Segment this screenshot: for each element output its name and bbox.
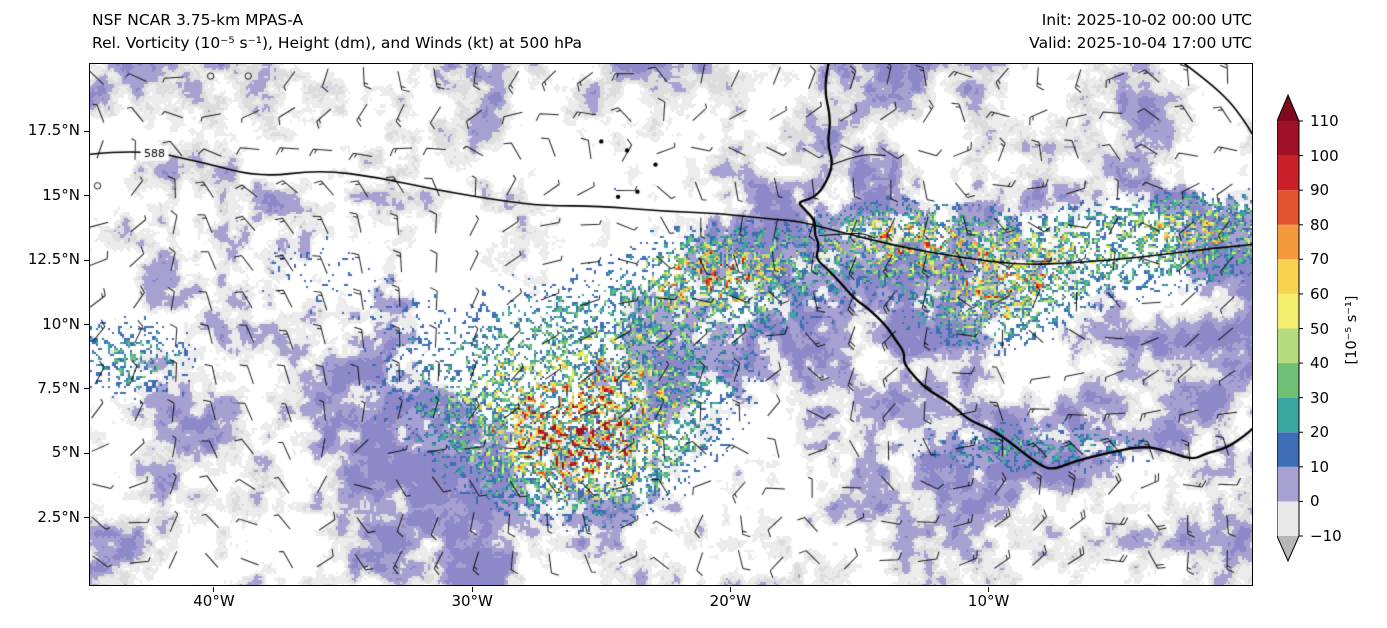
colorbar-under-arrow: [1277, 536, 1299, 561]
x-tick-label: 10°W: [967, 592, 1010, 610]
colorbar-segment: [1277, 155, 1299, 191]
colorbar-segment: [1277, 259, 1299, 294]
colorbar-tick-label: 90: [1310, 181, 1330, 200]
y-axis-tick: [84, 195, 89, 197]
colorbar-segment: [1277, 328, 1299, 364]
colorbar-tick-label: 110: [1310, 112, 1339, 130]
colorbar-tick-label: 70: [1310, 250, 1330, 269]
colorbar-segment: [1277, 501, 1299, 536]
colorbar-tick-label: 10: [1310, 457, 1330, 476]
colorbar-tick-label: 0: [1310, 492, 1320, 511]
colorbar-tick-label: 60: [1310, 284, 1330, 303]
y-axis-tick: [84, 259, 89, 261]
y-axis-tick: [84, 130, 89, 132]
colorbar-segment: [1277, 121, 1299, 156]
map-plot-area: [89, 63, 1253, 586]
colorbar-segment: [1277, 432, 1299, 467]
colorbar-segment: [1277, 190, 1299, 225]
y-axis-tick: [84, 452, 89, 454]
x-axis-tick: [213, 587, 215, 592]
y-tick-label: 5°N: [51, 443, 80, 462]
colorbar-tick-label: 40: [1310, 354, 1330, 373]
x-axis-tick: [729, 587, 731, 592]
x-tick-label: 40°W: [193, 592, 235, 610]
y-tick-label: 12.5°N: [27, 250, 80, 269]
colorbar-segment: [1277, 293, 1299, 329]
y-axis-tick: [84, 324, 89, 325]
chart-subtitle: Rel. Vorticity (10⁻⁵ s⁻¹), Height (dm), …: [92, 34, 583, 52]
colorbar-tick-label: 20: [1310, 423, 1330, 442]
y-tick-label: 10°N: [42, 314, 80, 333]
colorbar-segment: [1277, 363, 1299, 398]
y-tick-label: 17.5°N: [27, 121, 80, 140]
colorbar-segment: [1277, 224, 1299, 260]
y-tick-label: 7.5°N: [37, 378, 80, 397]
colorbar: [1277, 93, 1303, 563]
colorbar-label: [10⁻⁵ s⁻¹]: [1344, 295, 1360, 365]
colorbar-tick-label: 100: [1310, 146, 1339, 165]
colorbar-segment: [1277, 466, 1299, 502]
chart-title: NSF NCAR 3.75-km MPAS-A: [92, 11, 304, 29]
colorbar-tick-label: 30: [1310, 388, 1330, 407]
y-tick-label: 15°N: [42, 185, 80, 204]
init-time: Init: 2025-10-02 00:00 UTC: [1041, 11, 1252, 29]
x-axis-tick: [471, 587, 473, 592]
y-tick-label: 2.5°N: [37, 507, 80, 526]
x-tick-label: 20°W: [709, 592, 752, 610]
colorbar-tick-label: 50: [1310, 319, 1330, 338]
x-axis-tick: [988, 587, 990, 592]
y-axis-tick: [84, 517, 89, 519]
title-block: NSF NCAR 3.75-km MPAS-A Rel. Vorticity (…: [92, 9, 582, 55]
colorbar-tick-label: 80: [1310, 215, 1330, 234]
x-tick-label: 30°W: [451, 592, 493, 610]
y-axis-tick: [84, 388, 89, 390]
valid-time: Valid: 2025-10-04 17:00 UTC: [1029, 34, 1252, 52]
map-canvas: [90, 64, 1252, 585]
colorbar-segment: [1277, 397, 1299, 433]
colorbar-tick-label: −10: [1310, 527, 1342, 545]
colorbar-over-arrow: [1277, 95, 1299, 121]
time-block: Init: 2025-10-02 00:00 UTC Valid: 2025-1…: [1029, 9, 1252, 55]
